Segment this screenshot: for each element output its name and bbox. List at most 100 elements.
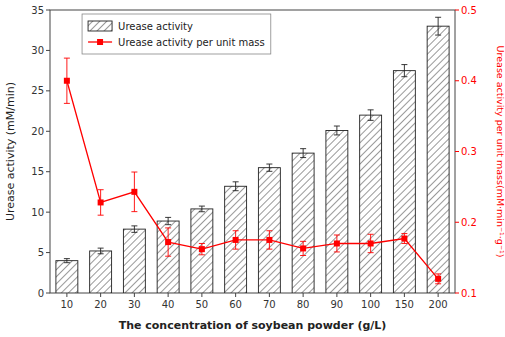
y2-tick-label: 0.3 (461, 146, 477, 157)
x-tick-label: 40 (162, 299, 175, 310)
bar (90, 251, 112, 293)
bar (157, 221, 179, 293)
x-tick-label: 30 (128, 299, 141, 310)
x-tick (168, 293, 169, 297)
y-tick-label: 5 (38, 247, 44, 258)
marker (98, 199, 104, 205)
y-tick (46, 212, 50, 213)
legend: Urease activity Urease activity per unit … (82, 14, 271, 54)
x-tick-label: 90 (331, 299, 344, 310)
axes: 051015202530350.10.20.30.40.510203040506… (31, 5, 477, 311)
y2-tick (455, 293, 459, 294)
y-tick (46, 10, 50, 11)
error-bar (165, 217, 171, 224)
marker (368, 240, 374, 246)
marker (435, 276, 441, 282)
y-axis-label: Urease activity (mM/min) (4, 82, 17, 221)
x-tick-label: 10 (61, 299, 74, 310)
bar (393, 71, 415, 293)
x-axis-label: The concentration of soybean powder (g/L… (119, 319, 387, 332)
y-tick (46, 50, 50, 51)
error-bar (334, 126, 340, 135)
y-tick (46, 293, 50, 294)
bar (56, 261, 78, 293)
marker (233, 237, 239, 243)
y-tick (46, 252, 50, 253)
line-error-bar (131, 172, 137, 212)
line-error-bar (165, 228, 171, 256)
y-tick (46, 171, 50, 172)
error-bar (300, 149, 306, 158)
bar (191, 209, 213, 293)
x-tick (438, 293, 439, 297)
bar (326, 130, 348, 293)
y2-tick (455, 222, 459, 223)
line-error-bar (300, 241, 306, 255)
x-tick-label: 80 (297, 299, 310, 310)
marker (334, 240, 340, 246)
error-bar (266, 164, 272, 171)
y2-tick (455, 10, 459, 11)
y2-tick (455, 80, 459, 81)
x-tick (303, 293, 304, 297)
marker (300, 245, 306, 251)
error-bar (435, 17, 441, 35)
x-tick (134, 293, 135, 297)
line-error-bar (368, 234, 374, 252)
bar (360, 115, 382, 293)
line-error-bar (233, 231, 239, 249)
legend-label: Urease activity per unit mass (118, 37, 265, 48)
marker (165, 239, 171, 245)
bar (292, 153, 314, 293)
y-tick-label: 20 (31, 126, 44, 137)
error-bar (64, 259, 70, 263)
error-bar (368, 110, 374, 121)
y2-tick-label: 0.1 (461, 288, 477, 299)
error-bar (233, 182, 239, 191)
marker (266, 237, 272, 243)
x-tick (370, 293, 371, 297)
marker (64, 78, 70, 84)
legend-swatch (88, 21, 112, 31)
y2-tick-label: 0.2 (461, 217, 477, 228)
bar (427, 26, 449, 293)
y-tick-label: 35 (31, 5, 44, 16)
line-error-bar (199, 243, 205, 254)
y2-axis-label: Urease activity per unit mass(mM·min⁻¹·g… (495, 46, 505, 258)
marker (401, 236, 407, 242)
marker (131, 189, 137, 195)
x-tick (336, 293, 337, 297)
y-tick-label: 15 (31, 166, 44, 177)
x-tick-label: 70 (263, 299, 276, 310)
error-bar (131, 226, 137, 232)
legend-label: Urease activity (118, 21, 193, 32)
x-tick-label: 50 (196, 299, 209, 310)
y2-tick-label: 0.4 (461, 75, 477, 86)
y-tick (46, 90, 50, 91)
marker (199, 246, 205, 252)
legend-box (82, 14, 271, 54)
x-tick (66, 293, 67, 297)
x-tick-label: 200 (429, 299, 448, 310)
legend-marker (97, 39, 103, 45)
x-tick (235, 293, 236, 297)
x-tick (100, 293, 101, 297)
y-tick-label: 30 (31, 45, 44, 56)
x-tick (269, 293, 270, 297)
error-bar (98, 248, 104, 254)
data (56, 17, 449, 293)
bar (123, 229, 145, 293)
plot-frame (50, 10, 455, 293)
chart: 051015202530350.10.20.30.40.510203040506… (0, 0, 505, 337)
error-bar (199, 206, 205, 212)
x-tick-label: 100 (361, 299, 380, 310)
line (67, 81, 438, 279)
y2-tick (455, 151, 459, 152)
line-error-bar (334, 235, 340, 252)
y-tick (46, 131, 50, 132)
error-bar (401, 65, 407, 77)
line-error-bar (266, 231, 272, 249)
x-tick-label: 60 (229, 299, 242, 310)
x-tick (201, 293, 202, 297)
y-tick-label: 25 (31, 85, 44, 96)
